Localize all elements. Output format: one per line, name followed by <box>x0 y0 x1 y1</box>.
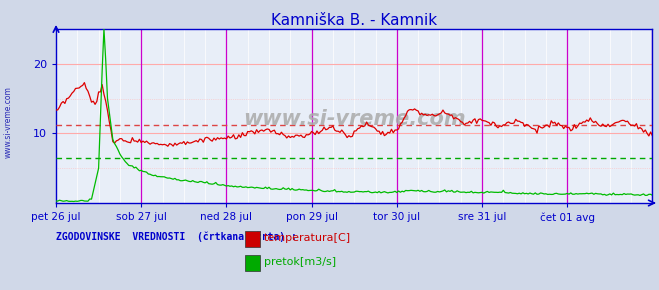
Title: Kamniška B. - Kamnik: Kamniška B. - Kamnik <box>271 13 438 28</box>
Text: temperatura[C]: temperatura[C] <box>264 233 351 243</box>
Text: www.si-vreme.com: www.si-vreme.com <box>243 110 465 129</box>
Text: pretok[m3/s]: pretok[m3/s] <box>264 258 335 267</box>
Text: ZGODOVINSKE  VREDNOSTI  (črtkana  črta) :: ZGODOVINSKE VREDNOSTI (črtkana črta) : <box>56 232 297 242</box>
Text: www.si-vreme.com: www.si-vreme.com <box>3 86 13 158</box>
